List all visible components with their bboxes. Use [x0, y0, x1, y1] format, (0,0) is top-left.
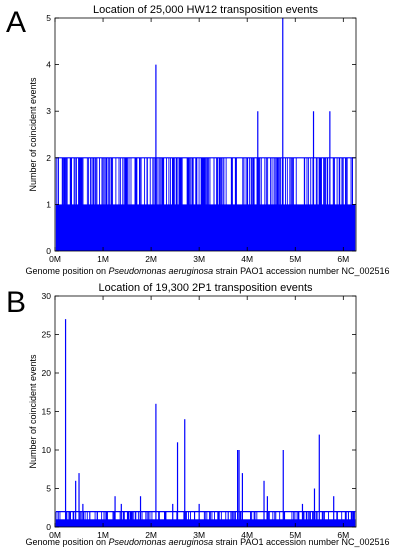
y-tick-label: 5	[46, 13, 51, 23]
y-tick-label: 0	[46, 522, 51, 532]
y-tick-label: 0	[46, 246, 51, 256]
x-tick-label: 3M	[193, 254, 205, 264]
y-axis-label: Number of coincident events	[28, 354, 38, 469]
plot-area	[55, 319, 356, 527]
y-tick-label: 3	[46, 106, 51, 116]
x-tick-label: 6M	[337, 254, 349, 264]
dense-spikes	[55, 511, 356, 527]
x-tick-label: 1M	[97, 254, 109, 264]
axes-frame	[54, 295, 357, 528]
x-tick-label: 1M	[97, 530, 109, 540]
chart-title: Location of 19,300 2P1 transposition eve…	[98, 282, 313, 294]
x-tick-label: 6M	[337, 530, 349, 540]
axes-frame	[54, 17, 357, 252]
x-axis-label-part: strain PAO1 accession number NC_002516	[213, 266, 389, 276]
x-tick-label: 2M	[145, 254, 157, 264]
y-tick-label: 1	[46, 199, 51, 209]
y-tick-label: 4	[46, 60, 51, 70]
y-tick-label: 10	[42, 445, 52, 455]
x-axis-label: Genome position on Pseudomonas aeruginos…	[25, 537, 389, 547]
y-tick-label: 2	[46, 153, 51, 163]
x-tick-label: 0M	[49, 530, 61, 540]
x-tick-label: 2M	[145, 530, 157, 540]
x-tick-label: 4M	[241, 530, 253, 540]
x-axis-label: Genome position on Pseudomonas aeruginos…	[25, 266, 389, 276]
x-tick-label: 5M	[289, 530, 301, 540]
x-axis-label-part: Genome position on	[25, 266, 108, 276]
x-tick-label: 3M	[193, 530, 205, 540]
dense-spikes	[55, 157, 353, 251]
y-axis-label: Number of coincident events	[28, 77, 38, 192]
y-tick-label: 5	[46, 484, 51, 494]
x-axis-label-part: Genome position on	[25, 537, 108, 547]
x-tick-label: 0M	[49, 254, 61, 264]
chart-title: Location of 25,000 HW12 transposition ev…	[93, 4, 319, 16]
panel-letter-a: A	[6, 6, 26, 39]
y-tick-label: 30	[42, 291, 52, 301]
plot-area	[55, 18, 356, 251]
y-tick-label: 25	[42, 330, 52, 340]
x-axis-label-part: strain PAO1 accession number NC_002516	[213, 537, 389, 547]
y-tick-label: 15	[42, 407, 52, 417]
x-tick-label: 5M	[289, 254, 301, 264]
panel-letter-b: B	[6, 286, 26, 319]
x-axis-label-part: Pseudomonas aeruginosa	[109, 266, 214, 276]
chart-panel-a: 0 1 2 3 4 5 0M 1M 2M 3M 4M 5M 6M Location of 25,000 H…	[25, 4, 389, 276]
x-axis-label-part: Pseudomonas aeruginosa	[109, 537, 214, 547]
x-tick-label: 4M	[241, 254, 253, 264]
y-tick-label: 20	[42, 368, 52, 378]
chart-panel-b: 0 5 10 15 20 25 30 0M 1M 2M 3M 4M 5M 6M Location of 19…	[25, 282, 389, 547]
